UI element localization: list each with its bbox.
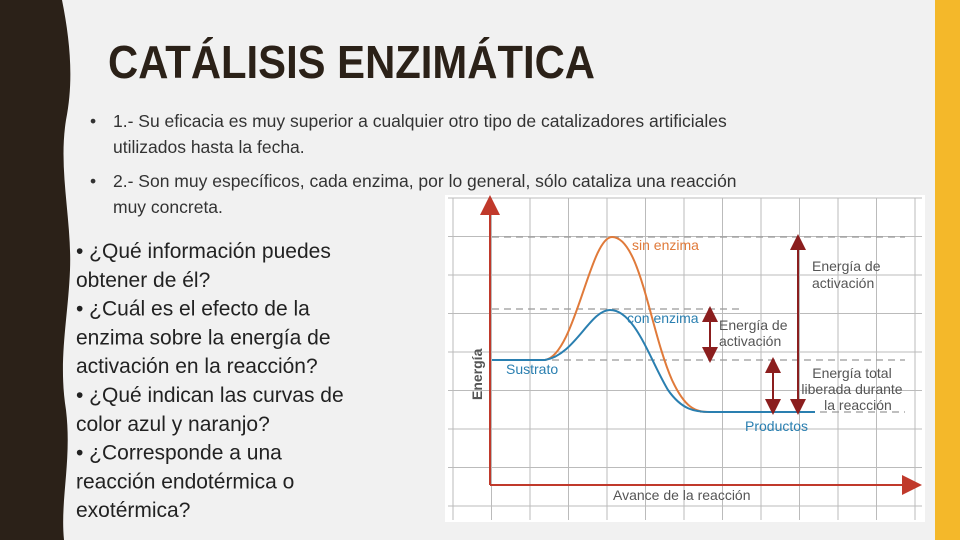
label-sin-enzima: sin enzima xyxy=(632,237,699,253)
label-total-energy: liberada durante xyxy=(801,381,902,397)
diagram: Energía Avance de la reacción sin enzima… xyxy=(445,195,925,522)
question-line: obtener de él? xyxy=(76,269,210,292)
curve-sin-enzima xyxy=(492,235,815,413)
label-activation: Energía de xyxy=(812,258,881,274)
question-line: • ¿Cuál es el efecto de la xyxy=(76,298,310,321)
questions: • ¿Qué información puedes obtener de él? •… xyxy=(76,240,344,522)
bullet-marker: • xyxy=(90,111,96,131)
grid xyxy=(448,197,922,520)
question-line: activación en la reacción? xyxy=(76,355,318,378)
label-activation: Energía de xyxy=(719,317,788,333)
label-activation: activación xyxy=(812,275,874,291)
question-line: • ¿Qué indican las curvas de xyxy=(76,384,344,407)
question-line: exotérmica? xyxy=(76,499,190,522)
question-line: enzima sobre la energía de xyxy=(76,326,331,349)
label-con-enzima: con enzima xyxy=(627,310,699,326)
label-productos: Productos xyxy=(745,418,808,434)
y-axis-label: Energía xyxy=(469,348,485,400)
title: CATÁLISIS ENZIMÁTICA xyxy=(108,36,595,88)
bullet-line: muy concreta. xyxy=(113,197,223,217)
question-line: • ¿Qué información puedes xyxy=(76,240,331,263)
label-activation: activación xyxy=(719,333,781,349)
curve-con-enzima xyxy=(492,308,815,413)
question-line: reacción endotérmica o xyxy=(76,470,294,493)
left-band xyxy=(0,0,71,540)
label-sustrato: Sustrato xyxy=(506,361,558,377)
label-total-energy: Energía total xyxy=(812,365,891,381)
bullet-line: 2.- Son muy específicos, cada enzima, po… xyxy=(113,171,737,191)
label-total-energy: la reacción xyxy=(824,397,892,413)
bullet-marker: • xyxy=(90,171,96,191)
question-line: color azul y naranjo? xyxy=(76,413,270,436)
bullet-line: utilizados hasta la fecha. xyxy=(113,137,305,157)
question-line: • ¿Corresponde a una xyxy=(76,442,282,465)
bullet-line: 1.- Su eficacia es muy superior a cualqu… xyxy=(113,111,727,131)
x-axis-label: Avance de la reacción xyxy=(613,487,751,503)
right-band xyxy=(935,0,960,540)
